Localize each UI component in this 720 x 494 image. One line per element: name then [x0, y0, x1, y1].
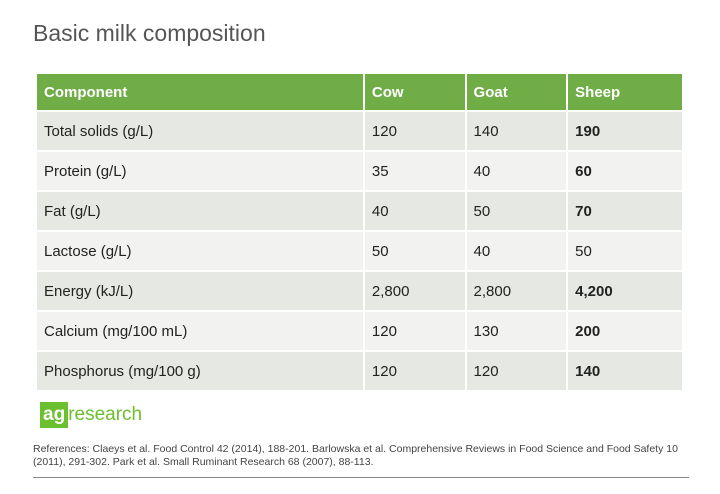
goat-cell: 2,800	[466, 272, 569, 310]
table-row: Protein (g/L) 35 40 60	[37, 152, 684, 190]
goat-cell: 40	[466, 152, 569, 190]
sheep-cell: 60	[568, 152, 684, 190]
cow-cell: 120	[364, 352, 467, 390]
sheep-cell: 140	[568, 352, 684, 390]
sheep-cell: 50	[568, 232, 684, 270]
header-component: Component	[37, 74, 365, 110]
divider	[33, 477, 689, 478]
milk-composition-table: Component Cow Goat Sheep Total solids (g…	[37, 72, 684, 392]
component-cell: Phosphorus (mg/100 g)	[37, 352, 365, 390]
cow-cell: 40	[364, 192, 467, 230]
logo-ag: ag	[40, 402, 69, 428]
table-row: Energy (kJ/L) 2,800 2,800 4,200	[37, 272, 684, 310]
component-cell: Fat (g/L)	[37, 192, 365, 230]
references: References: Claeys et al. Food Control 4…	[33, 443, 678, 468]
header-cow: Cow	[364, 74, 467, 110]
sheep-cell: 190	[568, 112, 684, 150]
goat-cell: 40	[466, 232, 569, 270]
goat-cell: 50	[466, 192, 569, 230]
component-cell: Energy (kJ/L)	[37, 272, 365, 310]
cow-cell: 50	[364, 232, 467, 270]
component-cell: Calcium (mg/100 mL)	[37, 312, 365, 350]
table-header-row: Component Cow Goat Sheep	[37, 74, 684, 110]
table-row: Fat (g/L) 40 50 70	[37, 192, 684, 230]
table-row: Lactose (g/L) 50 40 50	[37, 232, 684, 270]
header-goat: Goat	[466, 74, 569, 110]
goat-cell: 120	[466, 352, 569, 390]
cow-cell: 120	[364, 112, 467, 150]
component-cell: Lactose (g/L)	[37, 232, 365, 270]
logo-research: research	[68, 404, 143, 425]
cow-cell: 35	[364, 152, 467, 190]
agresearch-logo: ag research	[40, 402, 142, 428]
goat-cell: 130	[466, 312, 569, 350]
table-row: Calcium (mg/100 mL) 120 130 200	[37, 312, 684, 350]
cow-cell: 2,800	[364, 272, 467, 310]
sheep-cell: 4,200	[568, 272, 684, 310]
goat-cell: 140	[466, 112, 569, 150]
cow-cell: 120	[364, 312, 467, 350]
component-cell: Protein (g/L)	[37, 152, 365, 190]
sheep-cell: 70	[568, 192, 684, 230]
page-title: Basic milk composition	[33, 20, 266, 46]
header-sheep: Sheep	[568, 74, 684, 110]
sheep-cell: 200	[568, 312, 684, 350]
table-row: Phosphorus (mg/100 g) 120 120 140	[37, 352, 684, 390]
component-cell: Total solids (g/L)	[37, 112, 365, 150]
table-row: Total solids (g/L) 120 140 190	[37, 112, 684, 150]
